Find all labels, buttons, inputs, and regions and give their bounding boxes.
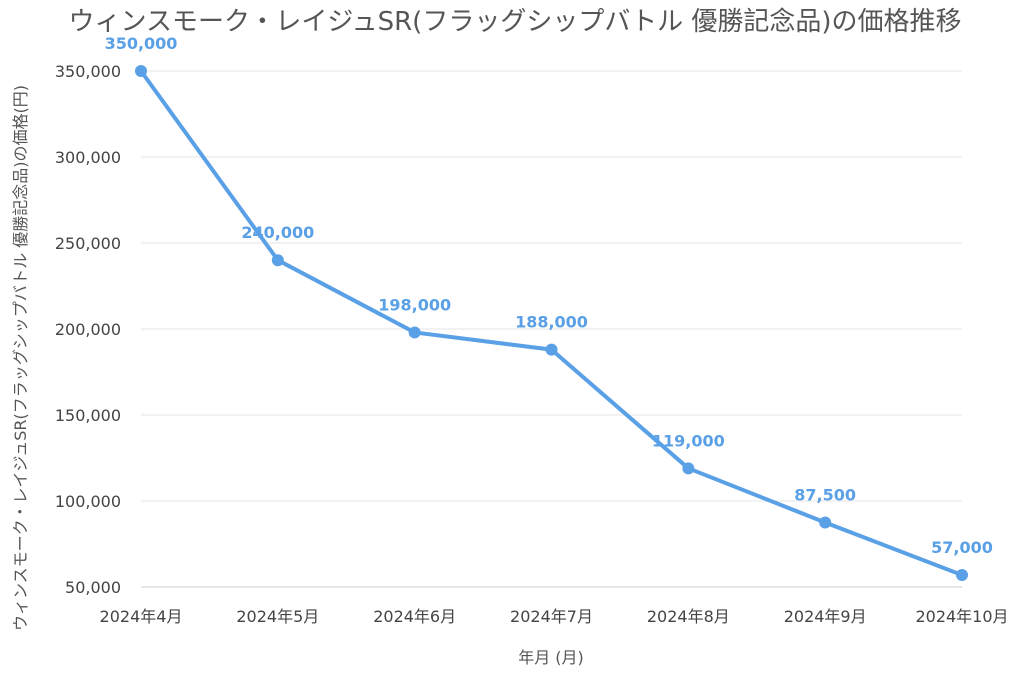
y-tick-label: 50,000 (65, 578, 121, 597)
x-tick-label: 2024年6月 (373, 607, 456, 626)
x-tick-label: 2024年9月 (784, 607, 867, 626)
y-tick-label: 350,000 (55, 62, 121, 81)
data-point (956, 568, 968, 581)
data-point (271, 254, 284, 267)
y-axis-label: ウィンスモーク・レイジュSR(フラッグシップバトル 優勝記念品)の価格(円) (11, 85, 30, 631)
chart-title: ウィンスモーク・レイジュSR(フラッグシップバトル 優勝記念品)の価格推移 (68, 7, 961, 37)
data-label: 57,000 (931, 538, 993, 557)
x-tick-label: 2024年8月 (647, 607, 730, 626)
y-tick-labels: 50,000 100,000 150,000 200,000 250,000 300,00… (55, 62, 121, 597)
data-point (682, 462, 695, 475)
data-labels: 350,000 240,000 198,000 188,000 119,000 87,50… (105, 34, 993, 557)
data-point (135, 65, 147, 77)
data-point (408, 326, 421, 339)
y-tick-label: 150,000 (55, 406, 121, 425)
x-tick-label: 2024年4月 (100, 607, 183, 626)
data-points (135, 65, 968, 581)
data-point (819, 516, 832, 529)
data-label: 350,000 (105, 34, 178, 53)
y-tick-label: 300,000 (55, 148, 121, 167)
x-tick-label: 2024年10月 (915, 607, 1008, 626)
data-point (545, 343, 558, 356)
data-label: 119,000 (652, 431, 725, 450)
y-tick-label: 100,000 (55, 492, 121, 511)
x-tick-label: 2024年7月 (510, 607, 593, 626)
x-tick-label: 2024年5月 (236, 607, 319, 626)
grid-lines (141, 70, 962, 588)
data-label: 198,000 (378, 295, 451, 314)
y-tick-label: 250,000 (55, 234, 121, 253)
data-label: 87,500 (794, 486, 856, 505)
data-label: 240,000 (241, 223, 314, 242)
y-tick-label: 200,000 (55, 320, 121, 339)
data-label: 188,000 (515, 313, 588, 332)
x-tick-labels: 2024年4月 2024年5月 2024年6月 2024年7月 2024年8月 2024年… (100, 607, 1009, 626)
x-axis-label: 年月 (月) (518, 648, 584, 667)
